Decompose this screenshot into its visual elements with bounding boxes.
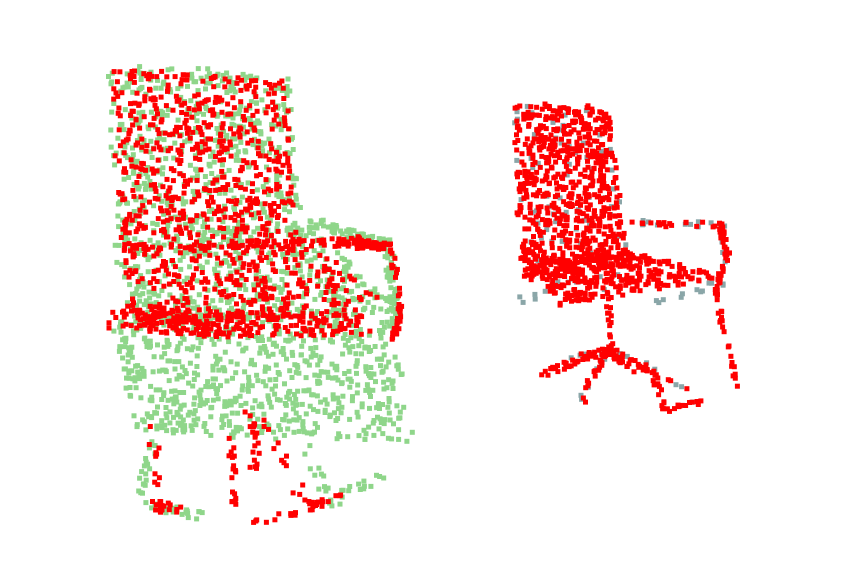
right-chair-point-cloud <box>512 101 740 414</box>
right-chair-red-points <box>512 101 740 414</box>
left-chair-red-points <box>106 68 405 525</box>
left-chair-point-cloud <box>106 64 415 525</box>
